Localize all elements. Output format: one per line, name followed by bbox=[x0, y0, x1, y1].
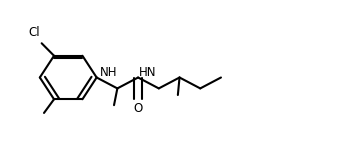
Text: O: O bbox=[133, 102, 143, 115]
Text: HN: HN bbox=[139, 66, 156, 79]
Text: NH: NH bbox=[100, 66, 117, 79]
Text: Cl: Cl bbox=[28, 26, 40, 39]
